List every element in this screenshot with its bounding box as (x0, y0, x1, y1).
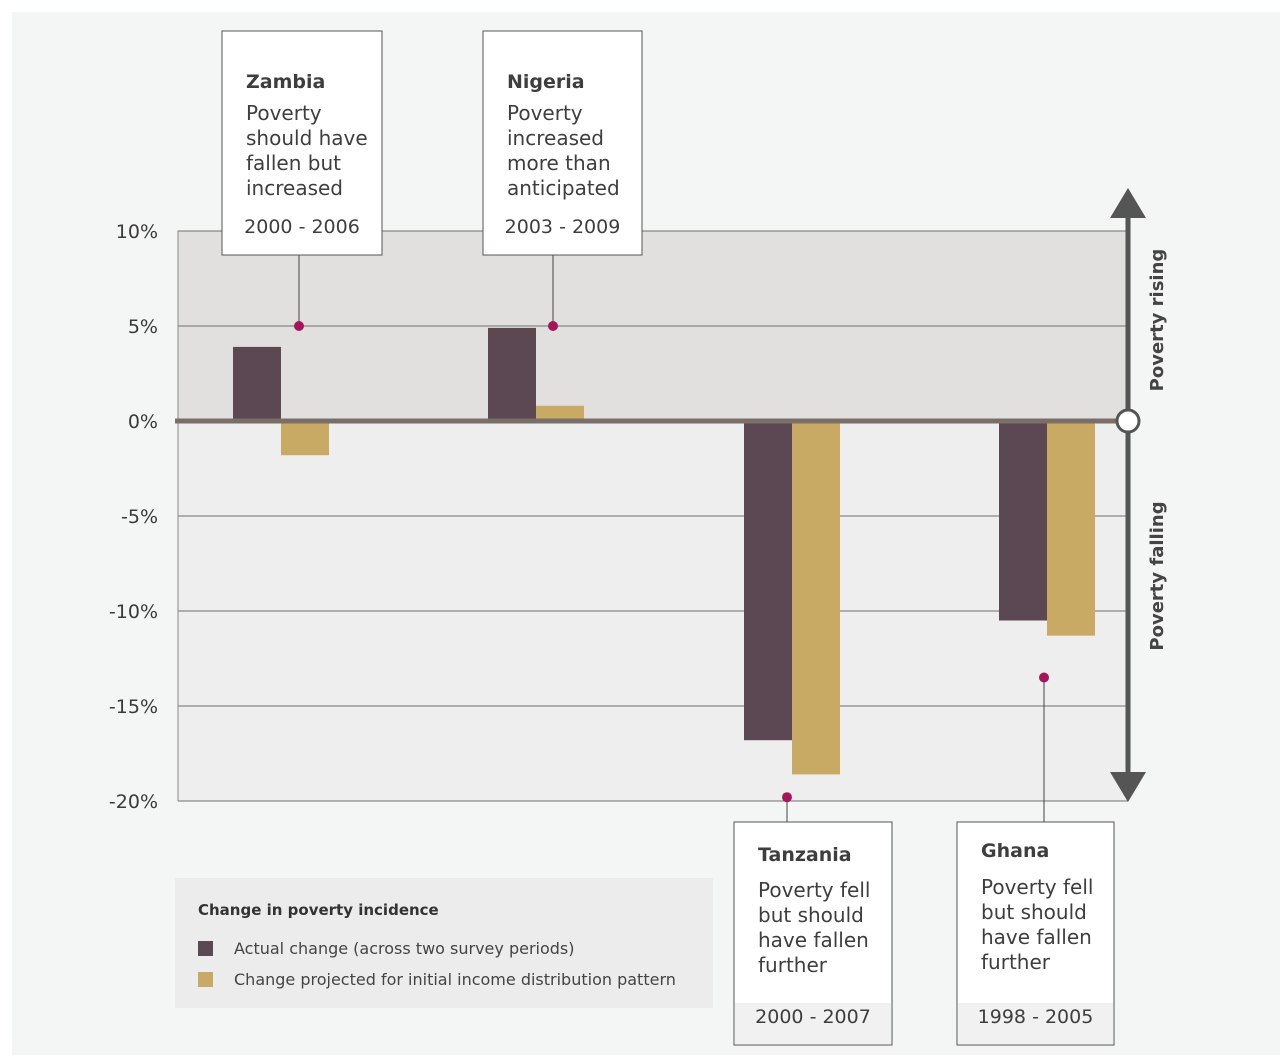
annotation-period-band (958, 1003, 1113, 1044)
annotation-period: 1998 - 2005 (978, 1006, 1094, 1028)
annotation-text-line: should have (246, 126, 368, 150)
annotation-text-line: further (758, 953, 828, 977)
annotation-marker-dot (548, 321, 558, 331)
annotation-marker-dot (1039, 672, 1049, 683)
annotation-text-line: increased (246, 176, 343, 200)
zero-origin-circle (1115, 408, 1141, 434)
arrow-up-head (1110, 188, 1146, 218)
y-tick-label: -10% (109, 601, 158, 623)
annotation-country-title: Tanzania (758, 844, 852, 866)
projected-change-bar (281, 421, 329, 456)
annotation-period: 2000 - 2006 (244, 216, 360, 238)
y-tick-label: 0% (128, 411, 158, 433)
poverty-falling-label: Poverty falling (1147, 501, 1168, 650)
legend-item-label: Actual change (across two survey periods… (234, 939, 575, 958)
legend-item-label: Change projected for initial income dist… (234, 970, 676, 989)
annotation-marker-dot (294, 321, 304, 331)
annotation-text-line: fallen but (246, 151, 341, 175)
poverty-rising-label: Poverty rising (1147, 249, 1168, 392)
annotation-country-title: Nigeria (507, 71, 585, 93)
actual-change-bar (744, 421, 792, 741)
annotation-text-line: Poverty (246, 101, 322, 125)
legend-title: Change in poverty incidence (198, 901, 439, 919)
annotation-text-line: Poverty fell (981, 875, 1093, 899)
y-tick-label: -15% (109, 696, 158, 718)
annotation-period-band (735, 1003, 891, 1044)
annotation-box (221, 30, 383, 256)
annotation-period: 2003 - 2009 (505, 216, 621, 238)
y-tick-label: -5% (121, 506, 158, 528)
annotation-text-line: have fallen (758, 928, 869, 952)
annotation-text-line: more than (507, 151, 611, 175)
legend-box (175, 878, 713, 1008)
y-tick-label: -20% (109, 791, 158, 813)
projected-change-bar (1047, 421, 1095, 636)
actual-change-bar (488, 327, 536, 421)
annotation-text-line: increased (507, 126, 604, 150)
legend-swatch-projected (198, 972, 213, 987)
projected-change-bar (792, 421, 840, 775)
annotation-text-line: but should (758, 903, 864, 927)
y-tick-label: 5% (128, 316, 158, 338)
y-tick-label: 10% (116, 221, 158, 243)
annotation-country-title: Zambia (246, 71, 325, 93)
annotation-text-line: have fallen (981, 925, 1092, 949)
arrow-down-head (1110, 772, 1146, 802)
annotation-country-title: Ghana (981, 840, 1049, 862)
actual-change-bar (999, 421, 1047, 621)
annotation-box (482, 30, 643, 256)
annotation-marker-dot (782, 792, 792, 803)
annotation-text-line: but should (981, 900, 1087, 924)
annotation-text-line: anticipated (507, 176, 620, 200)
actual-change-bar (233, 346, 281, 421)
annotation-text-line: Poverty fell (758, 878, 870, 902)
projected-change-bar (536, 405, 584, 421)
annotation-text-line: Poverty (507, 101, 583, 125)
legend-swatch-actual (198, 941, 213, 956)
annotation-period: 2000 - 2007 (755, 1006, 871, 1028)
annotation-text-line: further (981, 950, 1051, 974)
